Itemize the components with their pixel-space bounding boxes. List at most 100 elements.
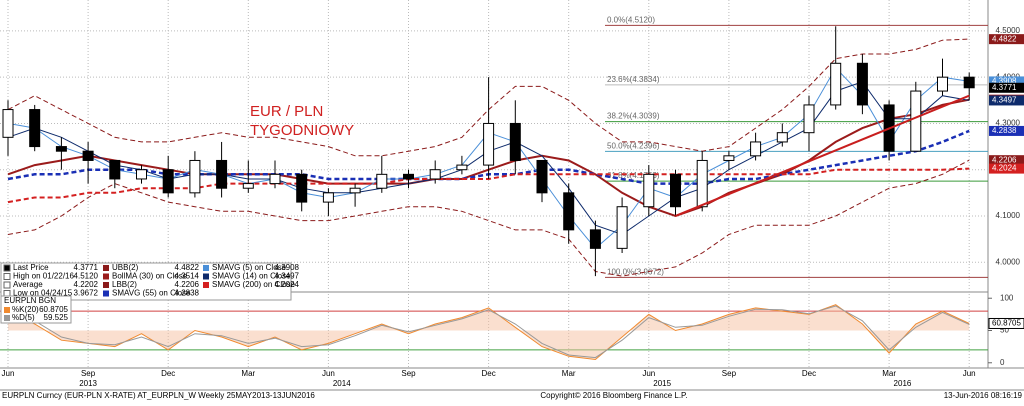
candle-body xyxy=(109,159,121,180)
candle-body xyxy=(563,192,575,231)
value-box xyxy=(989,155,1024,166)
legend-value: 4.3497 xyxy=(275,272,300,281)
candle-body xyxy=(189,159,201,194)
candle-body xyxy=(296,173,308,203)
legend-value: 4.2838 xyxy=(175,289,200,298)
x-tick-label: Jun xyxy=(2,369,15,378)
legend-swatch xyxy=(103,265,109,271)
y-tick-label: 4.1000 xyxy=(996,211,1021,220)
candle-body xyxy=(456,164,468,171)
y-tick-label: 4.5000 xyxy=(996,26,1021,35)
legend-swatch xyxy=(3,264,11,272)
value-box xyxy=(989,95,1024,106)
y-tick-label: 100 xyxy=(1000,293,1014,302)
fib-label: 38.2%(4.3039) xyxy=(607,112,660,121)
candle-body xyxy=(856,62,868,106)
footer-right: 13-Jun-2016 08:16:19 xyxy=(944,391,1023,400)
x-tick-label: Mar xyxy=(562,369,576,378)
y-tick-label: 4.0000 xyxy=(996,257,1021,266)
value-box xyxy=(989,82,1024,93)
candle-body xyxy=(82,150,94,161)
x-tick-label: Dec xyxy=(802,369,816,378)
legend-value: 3.9672 xyxy=(74,289,99,298)
legend-value: 4.3908 xyxy=(275,263,300,272)
candle-body xyxy=(403,173,414,180)
x-tick-label: Dec xyxy=(481,369,495,378)
value-box xyxy=(988,317,1024,329)
legend-value: 59.525 xyxy=(44,313,69,322)
value-box-label: 4.3771 xyxy=(992,83,1017,92)
value-box-label: 4.2024 xyxy=(992,164,1017,173)
legend-label: Average xyxy=(13,280,43,289)
fib-label: 100.0%(3.9672) xyxy=(607,268,664,277)
value-box xyxy=(989,125,1024,136)
year-label: 2014 xyxy=(333,379,351,388)
candle-body xyxy=(750,141,762,157)
fib-label: 0.0%(4.5120) xyxy=(607,15,655,24)
legend-label: SMAVG (5) on Close xyxy=(212,263,287,272)
legend-label: LBB(2) xyxy=(112,280,137,289)
legend-label: Last Price xyxy=(13,263,49,272)
legend-value: 4.2024 xyxy=(275,280,300,289)
candle-body xyxy=(803,104,815,134)
candle-body xyxy=(589,229,601,249)
value-box-label: 4.3908 xyxy=(992,77,1017,86)
x-tick-label: Jun xyxy=(642,369,655,378)
candle-body xyxy=(483,122,495,166)
year-label: 2016 xyxy=(894,379,912,388)
annotation: EUR / PLN TYGODNIOWY xyxy=(250,103,354,139)
legend-value: 4.3771 xyxy=(74,263,99,272)
candle-body xyxy=(643,173,655,208)
legend-box xyxy=(0,295,72,324)
x-tick-label: Jun xyxy=(963,369,976,378)
legend-swatch xyxy=(4,315,10,321)
candle-body xyxy=(509,122,521,161)
legend-label: SMAVG (14) on Close xyxy=(212,272,291,281)
value-box-label: 4.2206 xyxy=(992,155,1017,164)
candle-body xyxy=(216,159,228,189)
candle-body xyxy=(376,173,388,189)
y-tick-label: 4.3000 xyxy=(996,119,1021,128)
footer-center: Copyright© 2016 Bloomberg Finance L.P. xyxy=(540,391,687,400)
fib-label: 50.0%(4.2396) xyxy=(607,141,660,150)
year-label: 2015 xyxy=(653,379,671,388)
legend-swatch xyxy=(3,273,11,280)
legend-label: Low on 04/24/15 xyxy=(13,289,73,298)
legend-value: 4.2206 xyxy=(175,280,200,289)
legend-swatch xyxy=(103,273,109,280)
legend-swatch xyxy=(3,281,11,289)
legend-swatch xyxy=(103,290,109,297)
legend-value: 4.3514 xyxy=(175,272,200,281)
legend-value: 4.4822 xyxy=(175,263,200,272)
series-line xyxy=(7,305,970,359)
x-tick-label: Jun xyxy=(322,369,335,378)
legend-label: UBB(2) xyxy=(112,263,139,272)
candle-body xyxy=(830,62,842,106)
candle-body xyxy=(910,90,922,152)
legend-value: 4.5120 xyxy=(74,272,99,281)
value-box xyxy=(989,163,1024,174)
panel-title: EURPLN BGN xyxy=(4,296,56,305)
candle-body xyxy=(429,169,441,180)
candle-body xyxy=(349,187,361,194)
legend-label: %K(20) xyxy=(12,305,39,314)
x-tick-label: Mar xyxy=(241,369,255,378)
candle-body xyxy=(696,159,708,208)
x-tick-label: Sep xyxy=(722,369,737,378)
fib-label: 61.8%(4.1753) xyxy=(607,171,660,180)
legend-box xyxy=(0,262,292,301)
candle-body xyxy=(776,132,788,143)
x-tick-label: Sep xyxy=(81,369,96,378)
candle-body xyxy=(269,173,281,185)
year-label: 2013 xyxy=(79,379,97,388)
candle-body xyxy=(55,146,67,152)
legend-label: %D(5) xyxy=(12,313,35,322)
stoch-area xyxy=(8,304,970,360)
value-box-label: 4.3497 xyxy=(992,96,1017,105)
legend-value: 4.2202 xyxy=(74,280,99,289)
series-line xyxy=(7,159,970,277)
candle-body xyxy=(670,173,681,208)
value-box xyxy=(989,34,1024,45)
candle-body xyxy=(29,109,41,148)
candle-body xyxy=(162,169,174,194)
